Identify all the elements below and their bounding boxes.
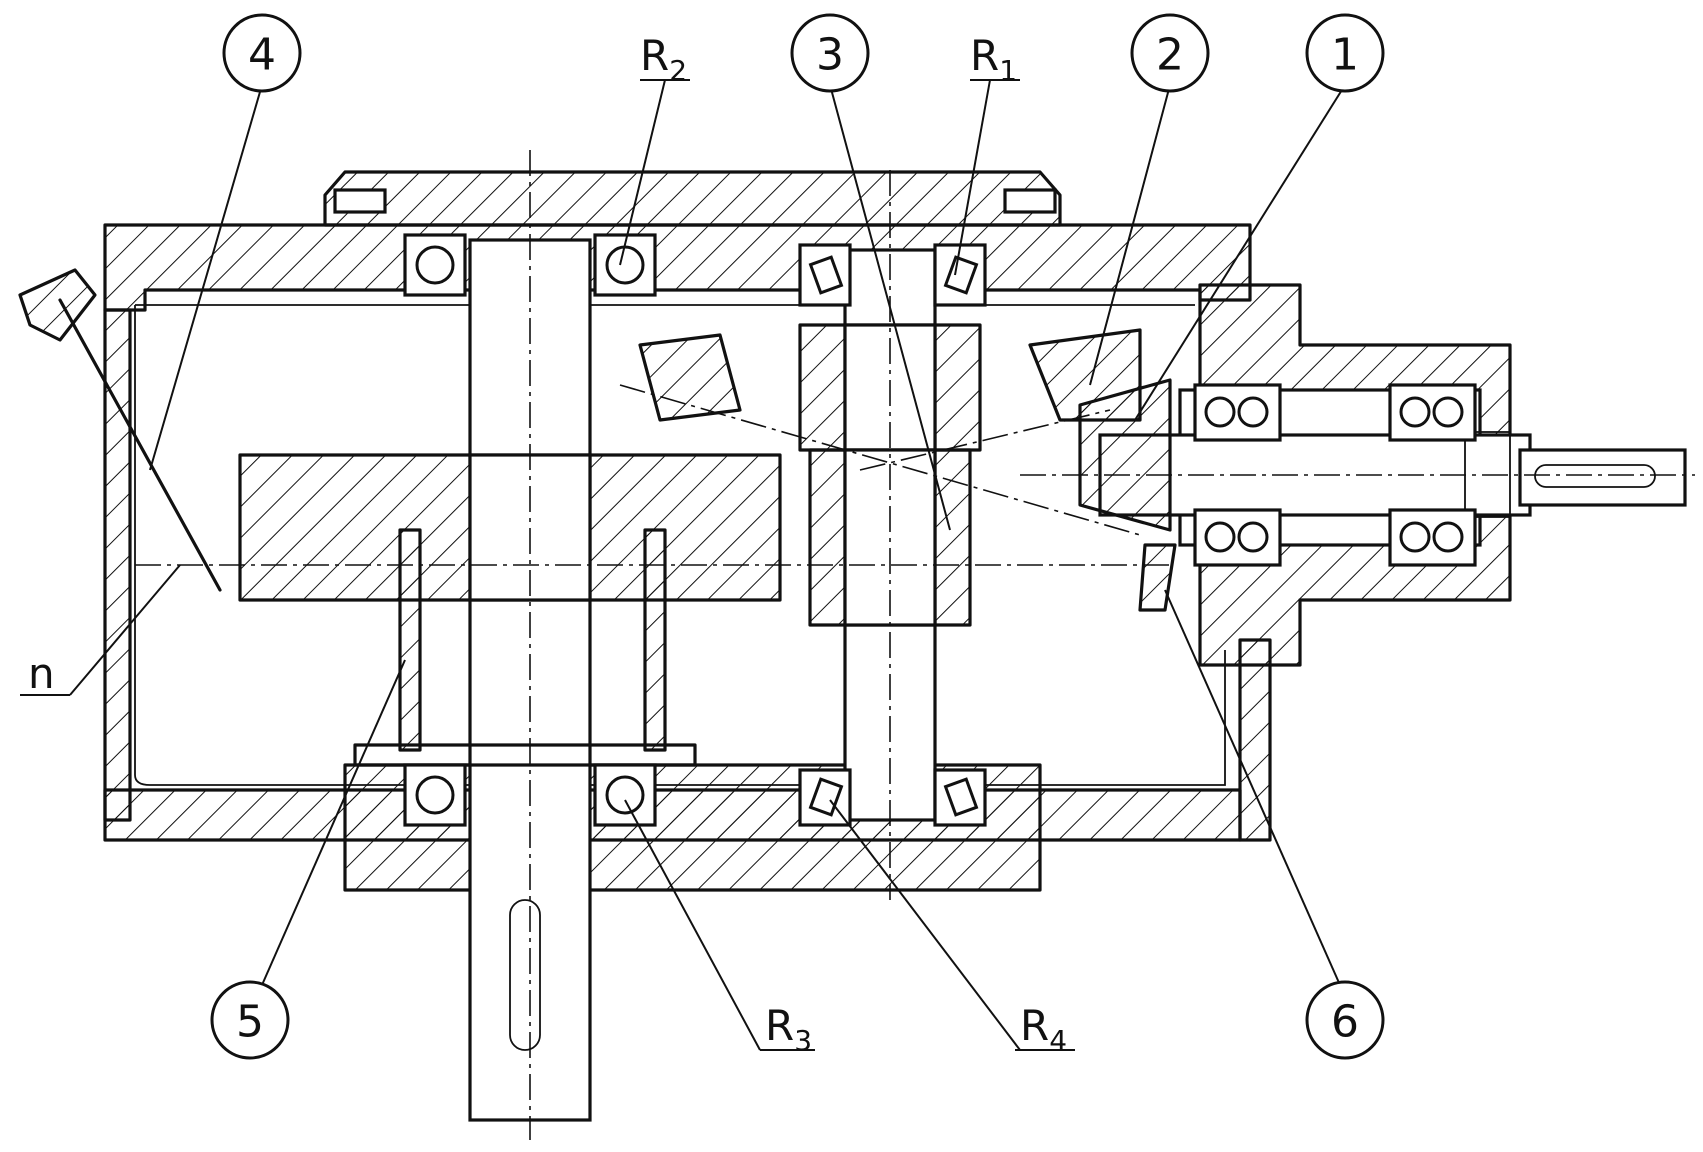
bearing-R3-right-ball [605, 775, 645, 815]
leader-R2 [619, 79, 666, 266]
bearing-R2-right-ball [605, 245, 645, 285]
label-R2: R2 [640, 31, 690, 87]
input-bearing-outer-ball-2 [1432, 396, 1464, 428]
bevel-pinion [1078, 378, 1172, 532]
leader-R3 [624, 799, 761, 1051]
input-shaft-keyway [1534, 464, 1656, 488]
leader-6 [1164, 589, 1341, 986]
label-R1-main: R [970, 31, 999, 80]
input-bearing-inner-ball-3 [1204, 521, 1236, 553]
callout-3-label: 3 [816, 30, 844, 81]
label-R2-sub: 2 [669, 54, 687, 87]
callout-3: 3 [790, 13, 870, 93]
oil-dipstick [58, 298, 222, 592]
top-cover [323, 170, 1062, 227]
leader-3 [829, 84, 951, 531]
top-right-bolt [1003, 188, 1057, 214]
bearing-R3-left-ball [415, 775, 455, 815]
leader-lines [69, 79, 1346, 1051]
centerline-bevel-right [859, 409, 1111, 471]
leader-2 [1089, 84, 1171, 386]
left-spacer-sleeve-right [643, 528, 667, 752]
svg-text:R3: R3 [765, 1001, 812, 1057]
callout-1-label: 1 [1331, 30, 1359, 81]
svg-text:R2: R2 [640, 31, 687, 87]
housing-top-wall [103, 223, 1252, 312]
callout-2: 2 [1130, 13, 1210, 93]
crown-bevel-gear-left [638, 333, 742, 422]
centerline-bevel-left [619, 384, 1141, 536]
label-R1: R1 [970, 31, 1020, 87]
label-n: n [20, 649, 70, 698]
bearing-R2-left-housing [403, 233, 467, 297]
input-bearing-outer-ball-4 [1432, 521, 1464, 553]
svg-text:R1: R1 [970, 31, 1017, 87]
bearing-R2-left-ball [415, 245, 455, 285]
bearing-R1-right-roller [943, 255, 979, 295]
bearing-R1-left-housing [798, 243, 852, 307]
leader-1 [1134, 84, 1346, 421]
callout-4-label: 4 [248, 30, 276, 81]
center-lines [135, 150, 1695, 1140]
input-bearing-inner-ball-1 [1204, 396, 1236, 428]
callout-2-label: 2 [1156, 30, 1184, 81]
label-R3-main: R [765, 1001, 794, 1050]
callout-6-label: 6 [1331, 997, 1359, 1048]
gears [238, 323, 1177, 767]
bearing-R4-right-roller [943, 777, 979, 817]
left-spacer-flange [353, 743, 697, 767]
input-bearing-inner-ball-2 [1237, 396, 1269, 428]
oil-gauge-mount [18, 268, 97, 342]
leader-n [69, 564, 181, 696]
housing-right-wall [1238, 638, 1272, 842]
input-bearing-outer-ball-1 [1399, 396, 1431, 428]
left-shaft-keyway-lower [509, 899, 541, 1051]
leader-4 [149, 84, 263, 471]
bearing-R1-left-roller [808, 255, 844, 295]
label-R4: R4 [1015, 1001, 1075, 1057]
callout-4: 4 [222, 13, 302, 93]
svg-text:R4: R4 [1020, 1001, 1067, 1057]
leader-R1 [954, 79, 991, 276]
left-spacer-sleeve [398, 528, 422, 752]
label-R4-sub: 4 [1049, 1024, 1067, 1057]
input-bearing-outer-ball-3 [1399, 521, 1431, 553]
label-n-text: n [28, 649, 55, 698]
leader-5 [261, 659, 406, 986]
housing-cavity-outline [134, 304, 1226, 786]
label-R3-sub: 3 [794, 1024, 812, 1057]
input-shaft-end [1518, 448, 1687, 507]
label-R4-main: R [1020, 1001, 1049, 1050]
dipstick-rod [58, 298, 222, 592]
label-R3: R3 [760, 1001, 815, 1057]
callout-5: 5 [210, 980, 290, 1060]
callout-1: 1 [1305, 13, 1385, 93]
top-left-bolt [333, 188, 387, 214]
label-R1-sub: 1 [999, 54, 1017, 87]
leader-R4 [829, 799, 1021, 1051]
callout-5-label: 5 [236, 997, 264, 1048]
input-bearing-inner-ball-4 [1237, 521, 1269, 553]
label-R2-main: R [640, 31, 669, 80]
callout-6: 6 [1305, 980, 1385, 1060]
